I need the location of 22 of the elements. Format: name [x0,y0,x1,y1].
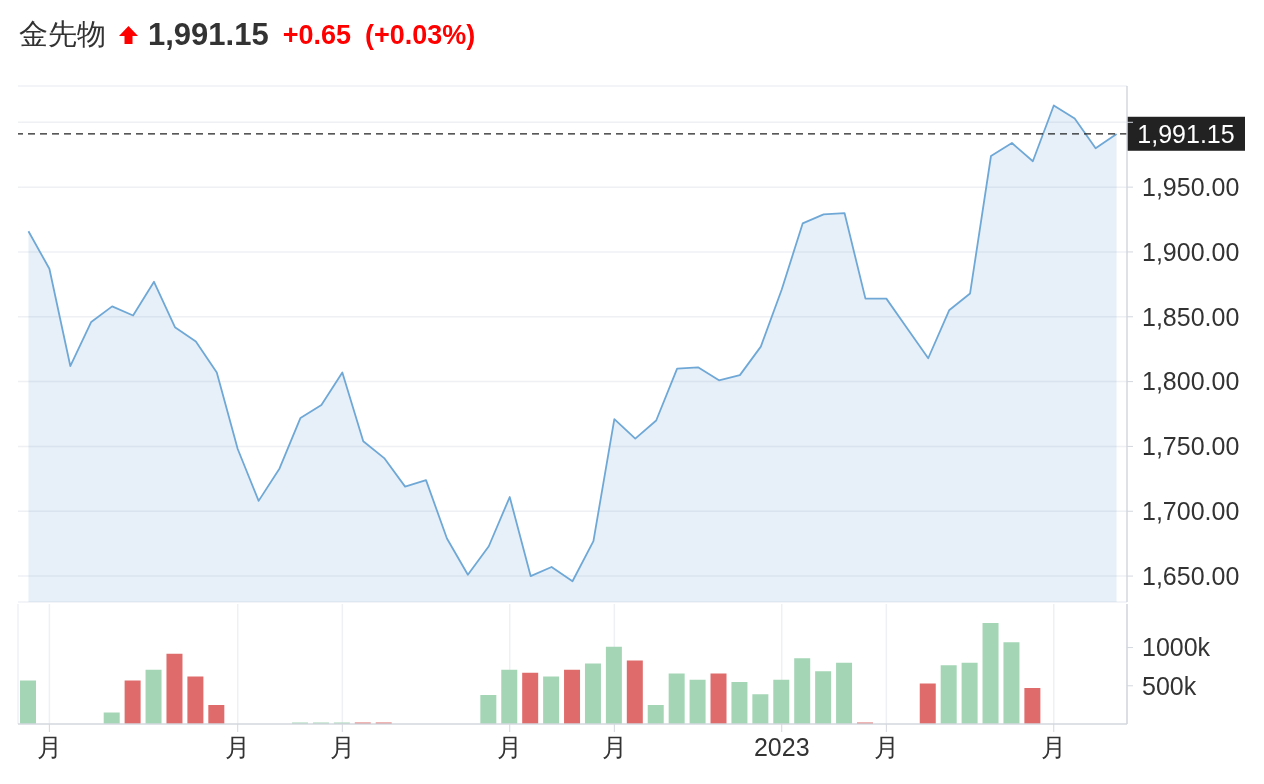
x-tick-label: 2023 [753,732,810,761]
text: +0.65 [282,19,351,51]
x-tick-label: 月 [329,732,355,761]
x-tick-label: 月 [873,732,899,761]
x-tick-label: 月 [1041,732,1067,761]
chart-title: 金先物 [19,17,106,52]
y-tick-label: 1,900.00 [1142,237,1240,266]
y-tick-label: 1,800.00 [1142,367,1240,396]
y-tick-label: 1,850.00 [1142,302,1240,331]
x-tick-label: 月 [225,732,251,761]
y-tick-label: 1000k [1142,633,1211,662]
y-tick-label: 1,750.00 [1142,432,1240,461]
y-tick-label: 1,950.00 [1142,173,1240,201]
ref-line-label: 1,991.15 [1137,119,1235,148]
x-tick-label: 月 [601,732,627,761]
text: 1,991.15 [148,17,269,53]
y-tick-label: 1,700.00 [1142,497,1240,526]
x-tick-label: 月 [497,732,523,761]
x-tick-label: 月 [36,732,62,761]
text: (+0.03%) [365,19,476,51]
y-tick-label: 500k [1142,671,1197,700]
y-tick-label: 1,650.00 [1142,561,1240,590]
